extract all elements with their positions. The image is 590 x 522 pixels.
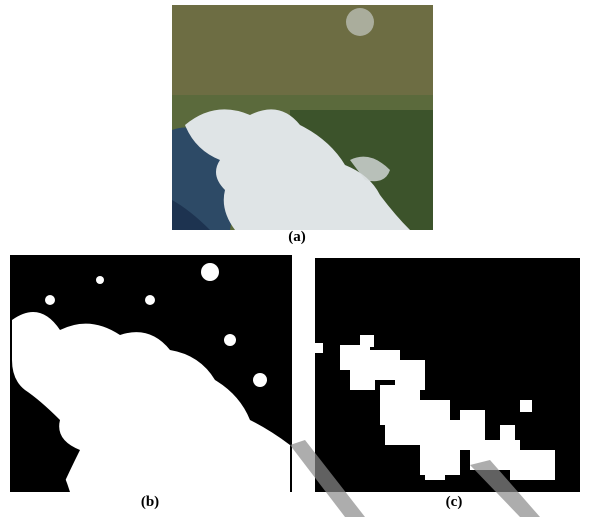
page: (a) (b) — [0, 0, 590, 517]
satellite-image — [172, 5, 433, 230]
binary-mask — [10, 255, 292, 492]
panel-label: (c) — [446, 494, 463, 510]
panel-label: (a) — [288, 229, 306, 245]
block-mask — [315, 258, 580, 492]
panel-label: (b) — [141, 494, 159, 510]
figure: (a) (b) — [0, 0, 590, 517]
